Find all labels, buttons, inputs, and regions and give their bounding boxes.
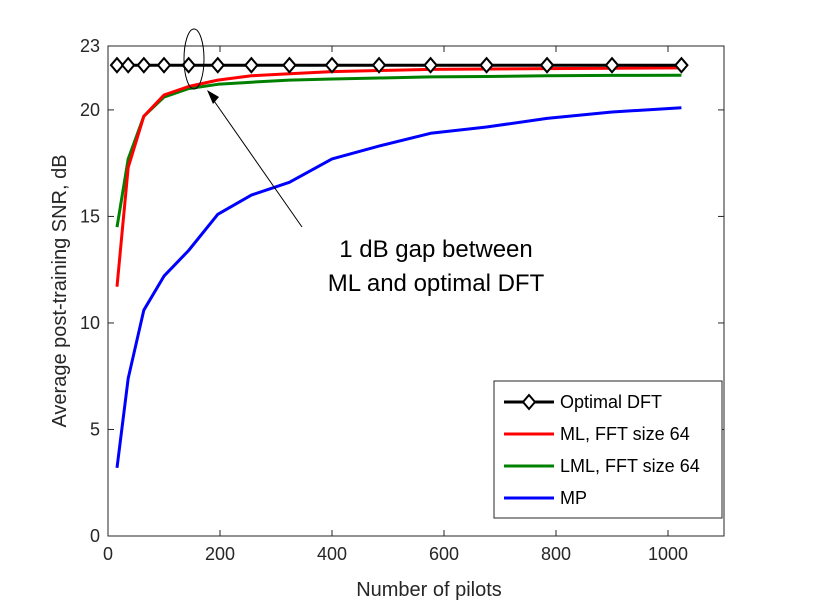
x-tick-label: 200 <box>205 544 235 564</box>
data-point-optimal-dft <box>136 56 152 74</box>
annotation-ellipse <box>183 28 205 90</box>
x-axis-ticks: 0 200 400 600 800 1000 <box>103 46 688 564</box>
legend-label-optimal-dft: Optimal DFT <box>560 392 662 412</box>
annotation-arrow-head <box>207 90 219 104</box>
x-tick-label: 400 <box>317 544 347 564</box>
legend: Optimal DFT ML, FFT size 64 LML, FFT size … <box>493 380 723 519</box>
legend-marker-optimal-dft <box>521 393 537 411</box>
annotation: 1 dB gap between ML and optimal DFT <box>183 28 545 297</box>
data-point-optimal-dft <box>109 56 125 74</box>
y-tick-label: 5 <box>90 419 100 439</box>
legend-items: Optimal DFT ML, FFT size 64 LML, FFT size … <box>504 392 700 508</box>
y-tick-label: 20 <box>80 100 100 120</box>
y-tick-label: 10 <box>80 313 100 333</box>
data-point-optimal-dft <box>479 56 494 74</box>
legend-label-ml-fft-size-64: ML, FFT size 64 <box>560 424 690 444</box>
data-point-optimal-dft <box>156 56 172 74</box>
x-tick-label: 600 <box>429 544 459 564</box>
data-point-optimal-dft <box>181 56 196 74</box>
data-point-optimal-dft <box>539 56 555 74</box>
y-tick-label: 0 <box>90 526 100 546</box>
y-tick-label: 23 <box>80 36 100 56</box>
legend-label-mp: MP <box>560 488 587 508</box>
y-tick-label: 15 <box>80 206 100 226</box>
axes-frame <box>107 45 725 537</box>
data-point-optimal-dft <box>120 56 136 74</box>
data-point-optimal-dft <box>324 56 340 74</box>
x-tick-label: 1000 <box>648 544 688 564</box>
data-point-optimal-dft <box>282 56 297 74</box>
data-point-optimal-dft <box>371 56 387 74</box>
annotation-arrow-line <box>211 97 303 228</box>
data-point-optimal-dft <box>604 56 620 74</box>
data-point-optimal-dft <box>423 56 438 74</box>
series-layer <box>109 56 689 468</box>
data-point-optimal-dft <box>674 56 689 74</box>
annotation-line-1: 1 dB gap between <box>339 236 533 263</box>
y-axis-ticks: 0 5 10 15 20 23 <box>80 36 724 546</box>
annotation-line-2: ML and optimal DFT <box>328 270 545 297</box>
x-tick-label: 0 <box>103 544 113 564</box>
legend-label-lml-fft-size-64: LML, FFT size 64 <box>560 456 700 476</box>
y-axis-label: Average post-training SNR, dB <box>49 154 71 427</box>
x-axis-label: Number of pilots <box>356 579 502 601</box>
series-line-ml-fft-size-64 <box>115 66 682 287</box>
data-point-optimal-dft <box>210 56 226 74</box>
data-point-optimal-dft <box>244 56 259 74</box>
x-tick-label: 800 <box>541 544 571 564</box>
series-line-mp <box>115 106 682 468</box>
